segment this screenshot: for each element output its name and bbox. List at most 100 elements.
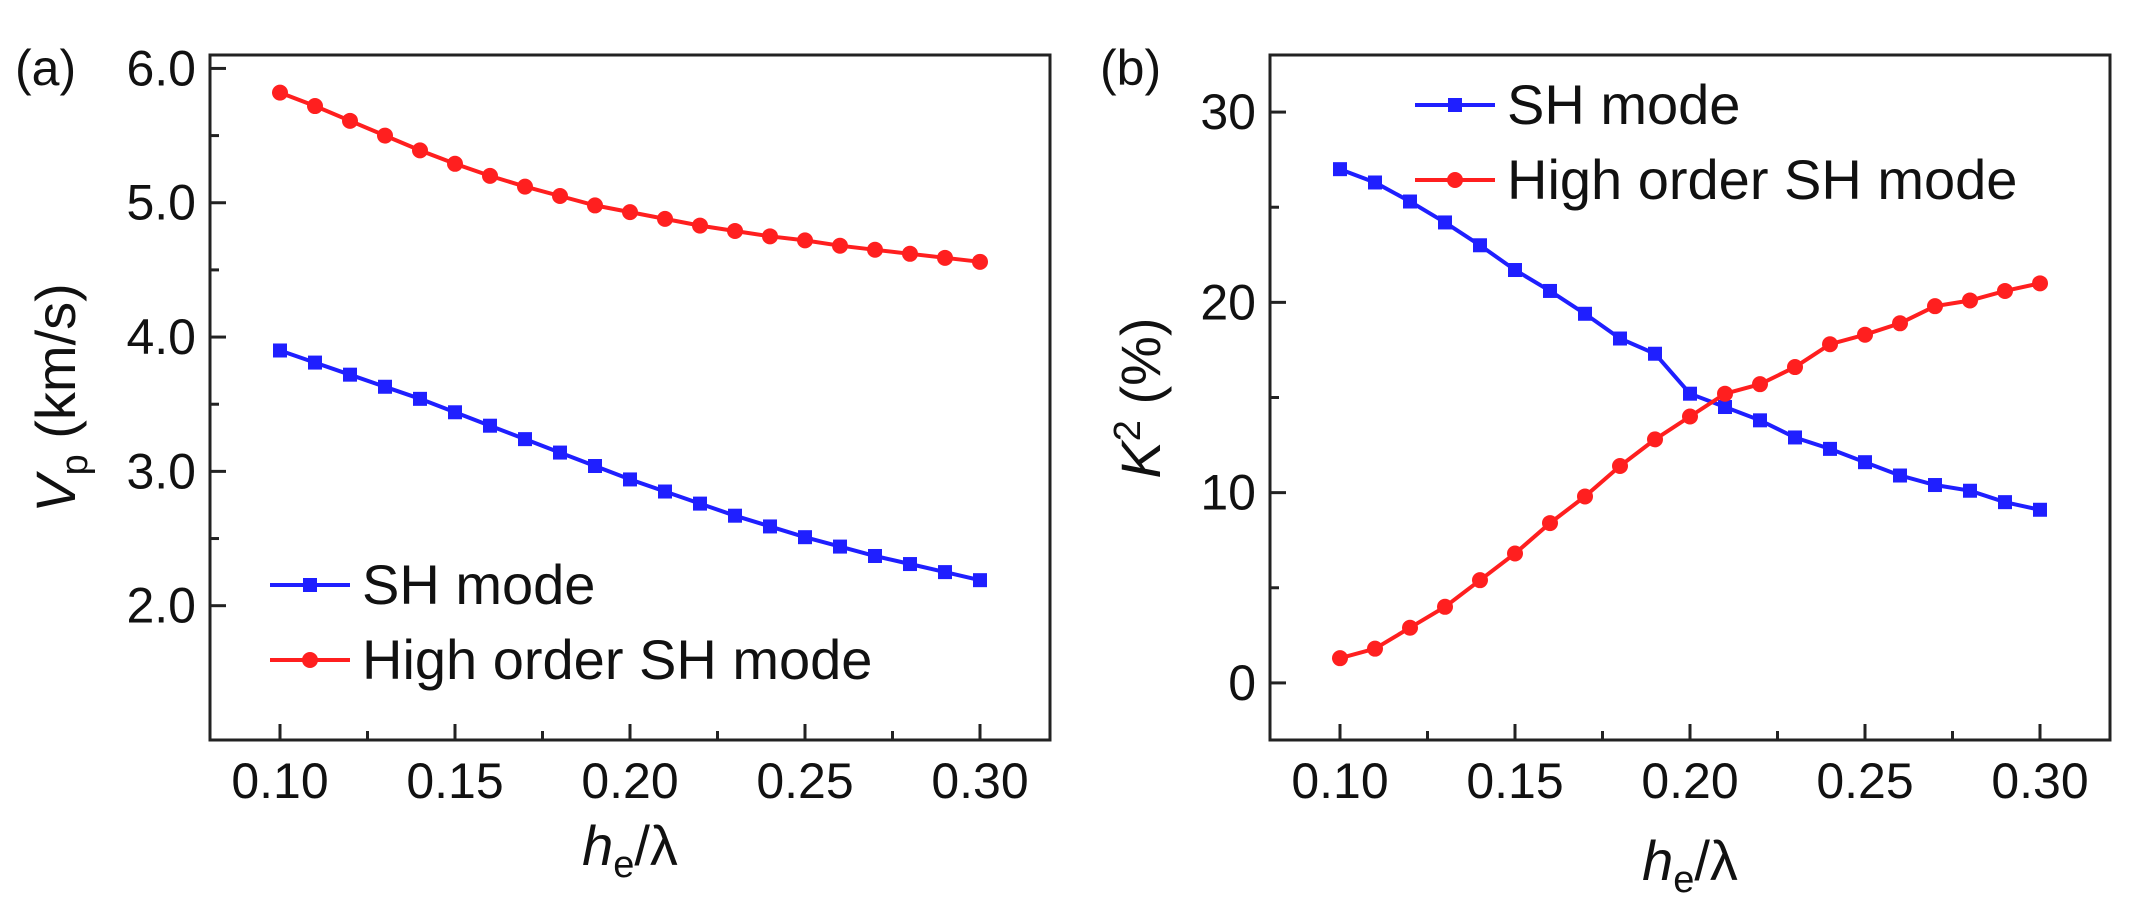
data-point-b-0 [2033,502,2047,517]
data-point-b-0 [1648,346,1662,361]
data-point-a-1 [762,228,778,245]
x-tick-label-b: 0.20 [1641,753,1738,809]
legend-label-b-1: High order SH mode [1507,148,2017,211]
y-tick-label-a: 4.0 [126,309,196,365]
data-point-b-1 [2032,275,2048,292]
y-axis-label-a: Vp (km/s) [24,283,96,513]
data-point-a-1 [272,84,288,101]
data-point-a-1 [517,178,533,195]
y-tick-label-a: 6.0 [126,40,196,96]
data-point-b-0 [1998,495,2012,510]
data-point-b-0 [1578,306,1592,321]
data-point-b-0 [1718,400,1732,415]
data-point-a-0 [833,539,847,554]
y-tick-label-b: 10 [1200,465,1256,521]
data-point-a-1 [797,232,813,249]
data-point-a-0 [588,459,602,473]
data-point-b-1 [1962,292,1978,309]
legend-marker-a-0 [303,578,317,592]
legend-marker-a-1 [302,652,318,668]
data-point-a-0 [553,445,567,460]
data-point-a-1 [412,142,428,159]
y-tick-label-a: 3.0 [126,443,196,499]
data-point-a-1 [447,155,463,172]
data-point-b-0 [1683,386,1697,401]
y-tick-label-b: 0 [1228,655,1256,711]
legend-marker-b-0 [1448,98,1462,112]
series-layer-a [272,84,988,588]
x-axis-label-a: he/λ [582,814,678,886]
data-point-a-0 [938,565,952,580]
data-point-a-0 [448,405,462,420]
data-point-a-0 [798,530,812,545]
panel-b: (b) 0.10 0.15 0.20 0.25 0.30 0 10 20 30 SH mode H… [1100,40,2112,901]
data-point-b-1 [1892,315,1908,332]
data-point-a-1 [622,204,638,221]
data-point-a-0 [413,391,427,406]
data-point-a-0 [623,472,637,487]
data-point-b-0 [1858,455,1872,470]
x-axis-label-b: he/λ [1642,829,1738,901]
data-point-a-0 [728,508,742,523]
data-point-b-0 [1893,468,1907,483]
data-point-b-1 [1717,385,1733,402]
x-tick-label-b: 0.25 [1816,753,1913,809]
data-point-a-1 [867,241,883,258]
data-point-a-1 [587,197,603,214]
x-tick-label-a: 0.15 [406,753,503,809]
data-point-a-0 [903,557,917,572]
x-tick-label-a: 0.30 [931,753,1028,809]
data-point-a-0 [343,367,357,382]
data-point-a-1 [342,112,358,129]
data-point-b-0 [1928,478,1942,493]
x-tick-label-a: 0.10 [231,753,328,809]
data-point-b-1 [1402,619,1418,636]
data-point-b-1 [1682,408,1698,425]
y-tick-label-a: 2.0 [126,578,196,634]
data-point-b-1 [1927,298,1943,315]
y-axis-label-b: K2 (%) [1107,317,1172,478]
panel-a: (a) 0.10 0.15 0.20 0.25 0.302.03.04.05.06.0 … [15,40,1052,886]
data-point-b-1 [1752,376,1768,393]
data-point-b-0 [1613,331,1627,346]
data-point-a-0 [378,379,392,394]
data-point-a-0 [308,355,322,370]
data-point-b-0 [1438,215,1452,230]
legend-label-a-0: SH mode [362,553,595,616]
data-point-b-0 [1788,430,1802,445]
panel-label-b: (b) [1100,40,1161,96]
data-point-b-1 [1577,488,1593,505]
series-layer-b [1332,162,2048,667]
legend-a: SH mode High order SH mode [270,553,872,691]
data-point-b-0 [1368,175,1382,190]
data-point-a-1 [307,98,323,115]
data-point-b-1 [1507,545,1523,562]
data-point-a-1 [902,245,918,262]
y-tick-label-a: 5.0 [126,175,196,231]
data-point-b-1 [1332,650,1348,667]
data-point-b-1 [1997,282,2013,299]
data-point-a-1 [937,249,953,266]
data-point-a-0 [868,548,882,563]
data-point-b-0 [1753,413,1767,428]
data-point-b-1 [1822,336,1838,353]
x-tick-label-a: 0.25 [756,753,853,809]
plot-frame-a [208,53,1052,742]
x-tick-label-a: 0.20 [581,753,678,809]
data-point-b-0 [1473,238,1487,253]
data-point-a-1 [482,167,498,184]
data-point-b-0 [1963,483,1977,498]
data-point-a-0 [763,519,777,534]
legend-label-b-0: SH mode [1507,73,1740,136]
x-tick-label-b: 0.15 [1466,753,1563,809]
data-point-b-1 [1542,515,1558,532]
data-point-a-1 [972,253,988,270]
x-tick-label-b: 0.10 [1291,753,1388,809]
data-point-b-1 [1787,359,1803,376]
data-point-b-1 [1472,572,1488,589]
data-point-a-0 [658,484,672,499]
data-point-b-0 [1543,283,1557,298]
data-point-a-1 [377,127,393,144]
data-point-b-0 [1823,441,1837,456]
